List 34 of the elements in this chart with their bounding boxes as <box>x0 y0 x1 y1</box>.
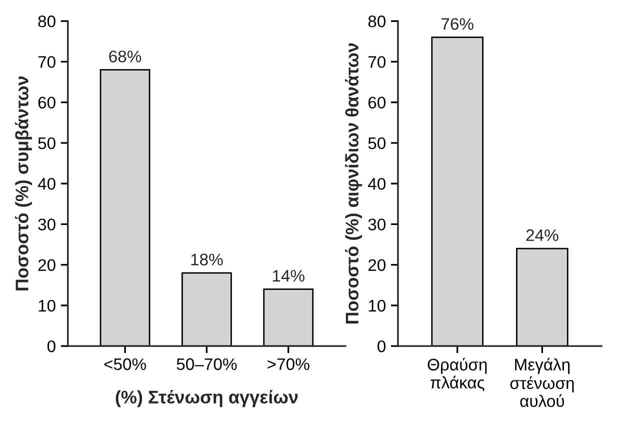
bar <box>182 272 232 346</box>
y-tick-label: 0 <box>47 340 56 352</box>
bar <box>100 69 150 346</box>
y-tick-label: 80 <box>38 16 56 28</box>
y-tick-label: 20 <box>38 259 56 272</box>
x-tick-label: >70% <box>268 358 310 370</box>
data-label: 76% <box>442 18 474 30</box>
y-tick-label: 50 <box>368 137 386 150</box>
y-tick-label: 0 <box>378 340 386 352</box>
x-tick-label: Μεγάλη στένωση αυλού <box>510 358 574 408</box>
y-tick-label: 60 <box>368 96 386 109</box>
y-tick-label: 60 <box>38 96 56 109</box>
y-axis-title: Ποσοστό (%) αιφνίδιων θανάτων <box>345 43 362 324</box>
x-tick-label: <50% <box>104 358 146 370</box>
y-tick-label: 80 <box>368 16 386 28</box>
x-tick-label: Θραύση πλάκας <box>428 358 487 392</box>
y-tick-label: 10 <box>38 300 56 312</box>
data-label: 18% <box>191 254 223 266</box>
data-label: 24% <box>526 229 558 242</box>
y-tick-label: 40 <box>38 178 56 190</box>
y-tick-label: 70 <box>368 56 386 68</box>
y-tick-label: 10 <box>368 300 386 312</box>
y-tick-label: 30 <box>368 218 386 230</box>
y-axis-title: Ποσοστό (%) συμβάντων <box>14 76 32 290</box>
y-tick-label: 70 <box>38 56 56 68</box>
x-axis-title: (%) Στένωση αγγείων <box>116 390 298 408</box>
data-label: 68% <box>109 50 142 62</box>
y-tick-label: 40 <box>368 178 386 190</box>
y-tick-label: 50 <box>38 137 56 150</box>
x-tick-label: 50–70% <box>176 358 237 370</box>
y-tick-label: 20 <box>368 259 386 272</box>
y-tick-label: 30 <box>38 218 56 230</box>
data-label: 14% <box>272 270 304 282</box>
bar <box>263 288 314 346</box>
